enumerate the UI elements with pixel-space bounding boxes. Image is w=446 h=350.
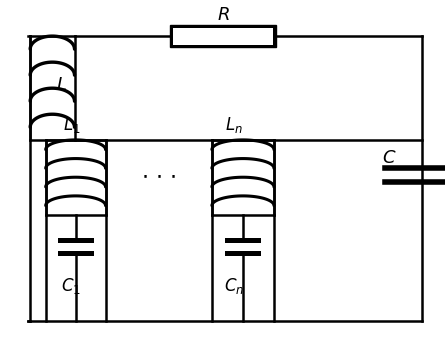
- Text: $C_n$: $C_n$: [224, 276, 244, 296]
- Text: $C_1$: $C_1$: [62, 276, 82, 296]
- Text: $R$: $R$: [217, 6, 229, 24]
- Text: $L$: $L$: [56, 76, 67, 94]
- Text: $L_1$: $L_1$: [62, 115, 80, 135]
- Text: $L_n$: $L_n$: [225, 115, 243, 135]
- Bar: [170, 25, 276, 47]
- Text: $\cdot$ $\cdot$ $\cdot$: $\cdot$ $\cdot$ $\cdot$: [141, 167, 176, 189]
- Bar: [173, 28, 273, 44]
- Text: $C$: $C$: [382, 149, 396, 167]
